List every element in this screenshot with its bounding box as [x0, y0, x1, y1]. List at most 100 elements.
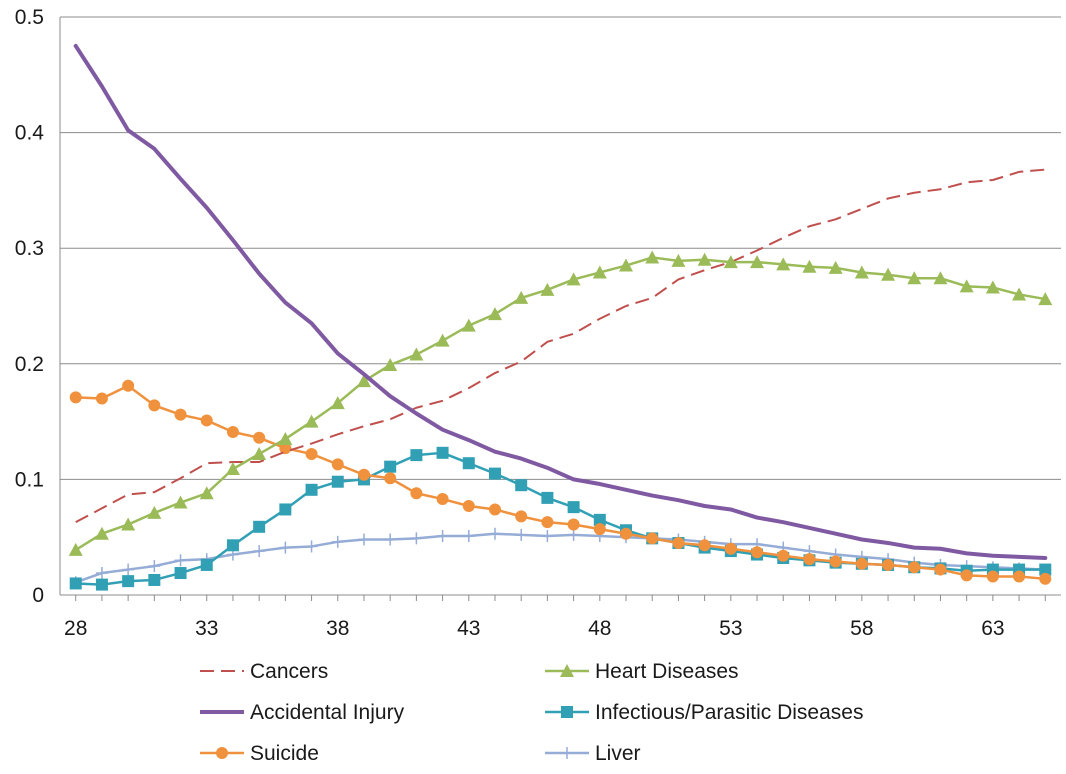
- data-point-suicide: [1013, 570, 1026, 583]
- data-point-suicide: [803, 553, 816, 566]
- x-tick-label: 63: [981, 617, 1004, 640]
- data-point-liver: [462, 530, 475, 543]
- data-point-infectious-parasitic-diseases: [253, 520, 266, 533]
- y-tick-label: 0.1: [15, 468, 44, 491]
- data-point-heart-diseases: [68, 542, 83, 556]
- data-point-infectious-parasitic-diseases: [122, 575, 135, 588]
- data-point-heart-diseases: [802, 259, 817, 273]
- data-point-heart-diseases: [461, 318, 476, 332]
- data-point-heart-diseases: [487, 307, 502, 321]
- data-point-heart-diseases: [540, 282, 555, 296]
- data-point-suicide: [279, 442, 292, 455]
- series-line-accidental-injury: [73, 43, 1048, 561]
- data-point-heart-diseases: [1012, 287, 1027, 301]
- x-tick-label: 38: [326, 617, 349, 640]
- series-group: [68, 43, 1053, 591]
- x-tick-label: 48: [588, 617, 611, 640]
- legend-label-heart-diseases: Heart Diseases: [595, 660, 739, 683]
- legend-item-accidental-injury: Accidental Injury: [200, 701, 405, 724]
- series-line-suicide: [74, 384, 1047, 581]
- data-point-suicide: [253, 431, 266, 444]
- x-tick-label: 28: [64, 617, 87, 640]
- data-point-heart-diseases: [907, 271, 922, 285]
- legend-label-suicide: Suicide: [250, 742, 319, 765]
- data-point-heart-diseases: [854, 265, 869, 279]
- legend-item-liver: Liver: [545, 742, 641, 765]
- data-point-heart-diseases: [304, 414, 319, 428]
- data-point-heart-diseases: [356, 374, 371, 388]
- data-point-heart-diseases: [252, 446, 267, 460]
- y-tick-label: 0: [32, 584, 44, 607]
- data-point-infectious-parasitic-diseases: [384, 460, 397, 473]
- data-point-infectious-parasitic-diseases: [593, 513, 606, 526]
- series-line-heart-diseases: [74, 256, 1047, 552]
- y-tick-label: 0.3: [15, 237, 44, 260]
- data-point-suicide: [515, 510, 528, 523]
- data-point-infectious-parasitic-diseases: [410, 449, 423, 462]
- data-point-liver: [95, 567, 108, 580]
- x-tick-label: 43: [457, 617, 480, 640]
- data-point-suicide: [777, 549, 790, 562]
- data-point-suicide: [200, 414, 213, 427]
- data-point-suicide: [122, 379, 135, 392]
- data-point-liver: [305, 540, 318, 553]
- grid: [60, 16, 1061, 480]
- legend-label-liver: Liver: [595, 742, 641, 765]
- data-point-heart-diseases: [881, 267, 896, 281]
- data-point-liver: [331, 535, 344, 548]
- data-point-liver: [541, 530, 554, 543]
- data-point-heart-diseases: [671, 253, 686, 267]
- data-point-suicide: [672, 536, 685, 549]
- data-point-infectious-parasitic-diseases: [462, 457, 475, 470]
- data-point-suicide: [174, 408, 187, 421]
- data-point-infectious-parasitic-diseases: [436, 446, 449, 459]
- data-point-heart-diseases: [199, 486, 214, 500]
- series-cancers: [75, 168, 1046, 524]
- data-point-heart-diseases: [619, 258, 634, 272]
- data-point-infectious-parasitic-diseases: [69, 577, 82, 590]
- data-point-liver: [174, 554, 187, 567]
- series-infectious-parasitic-diseases: [69, 446, 1052, 591]
- data-point-heart-diseases: [645, 250, 660, 264]
- data-point-heart-diseases: [435, 333, 450, 347]
- data-point-suicide: [986, 570, 999, 583]
- data-point-suicide: [95, 392, 108, 405]
- legend-label-accidental-injury: Accidental Injury: [250, 701, 405, 724]
- series-line-cancers: [75, 168, 1046, 524]
- data-point-suicide: [331, 458, 344, 471]
- legend-item-cancers: Cancers: [200, 660, 328, 683]
- data-point-liver: [384, 533, 397, 546]
- data-point-liver: [279, 541, 292, 554]
- data-point-infectious-parasitic-diseases: [305, 483, 318, 496]
- data-point-infectious-parasitic-diseases: [174, 567, 187, 580]
- data-point-heart-diseases: [566, 272, 581, 286]
- data-point-suicide: [305, 447, 318, 460]
- legend-label-infectious-parasitic-diseases: Infectious/Parasitic Diseases: [595, 701, 863, 724]
- data-point-heart-diseases: [697, 252, 712, 266]
- data-point-suicide: [620, 527, 633, 540]
- data-point-liver: [567, 528, 580, 541]
- data-point-suicide: [436, 493, 449, 506]
- data-point-liver: [410, 532, 423, 545]
- data-point-suicide: [934, 563, 947, 576]
- x-tick-label: 33: [195, 617, 218, 640]
- data-point-heart-diseases: [94, 526, 109, 540]
- y-tick-label: 0.5: [15, 6, 44, 29]
- series-heart-diseases: [68, 250, 1053, 556]
- data-point-infectious-parasitic-diseases: [1013, 563, 1026, 576]
- data-point-liver: [436, 530, 449, 543]
- data-point-suicide: [488, 503, 501, 516]
- legend-marker-suicide: [216, 747, 228, 759]
- data-point-infectious-parasitic-diseases: [331, 475, 344, 488]
- data-point-heart-diseases: [409, 347, 424, 361]
- data-point-infectious-parasitic-diseases: [541, 491, 554, 504]
- data-point-infectious-parasitic-diseases: [148, 573, 161, 586]
- data-point-suicide: [1039, 572, 1052, 585]
- data-point-heart-diseases: [278, 431, 293, 445]
- x-tick-label: 53: [719, 617, 742, 640]
- data-point-heart-diseases: [514, 290, 529, 304]
- data-point-suicide: [698, 539, 711, 552]
- data-point-liver: [515, 528, 528, 541]
